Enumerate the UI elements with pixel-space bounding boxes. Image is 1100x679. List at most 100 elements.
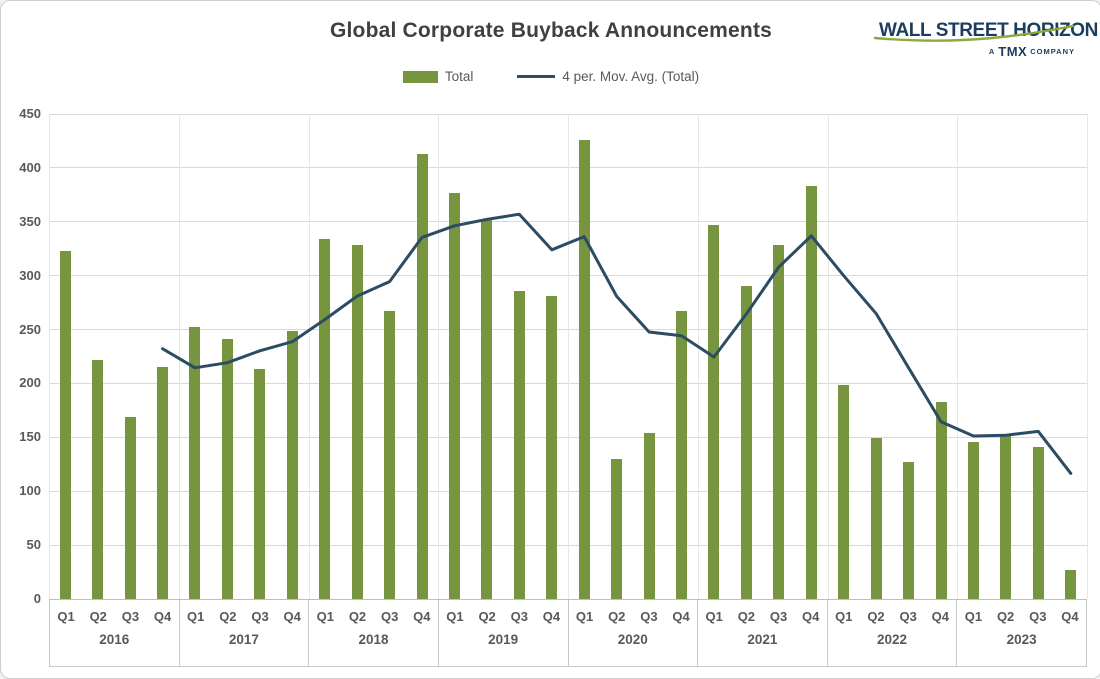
chart-title: Global Corporate Buyback Announcements [329, 19, 773, 42]
x-axis-quarter-label: Q1 [835, 609, 853, 624]
x-axis-quarter-label: Q4 [802, 609, 820, 624]
x-axis-quarter-label: Q4 [1061, 609, 1079, 624]
x-axis-quarter-label: Q2 [608, 609, 626, 624]
y-axis-tick-label: 0 [33, 591, 41, 606]
year-separator-line [568, 114, 569, 599]
logo-text: WALL STREET HORIZON [879, 20, 1098, 41]
x-axis-quarter-label: Q1 [187, 609, 205, 624]
quarter-labels-row: Q1 Q2 Q3 Q4 [698, 609, 827, 624]
bar-q2-2019 [481, 219, 493, 599]
x-axis-quarter-label: Q3 [640, 609, 658, 624]
year-group-2016: Q1 Q2 Q3 Q4 2016 [50, 600, 180, 666]
bar-q3-2019 [513, 290, 525, 599]
legend-total-label: Total [444, 69, 474, 84]
bar-q4-2017 [286, 330, 298, 599]
x-axis-quarter-label: Q2 [348, 609, 367, 624]
quarter-labels-row: Q1 Q2 Q3 Q4 [180, 609, 309, 624]
bar-q2-2021 [740, 286, 752, 599]
legend: Total 4 per. Mov. Avg. (Total) [1, 69, 1100, 84]
bar-q3-2020 [643, 433, 655, 599]
bar-q3-2018 [384, 311, 396, 599]
y-axis-tick-label: 250 [19, 321, 41, 337]
year-group-2018: Q1 Q2 Q3 Q4 2018 [309, 600, 439, 666]
quarter-labels-row: Q1 Q2 Q3 Q4 [828, 609, 957, 624]
y-axis-tick-label: 100 [19, 483, 41, 499]
bar-q1-2016 [59, 250, 71, 599]
year-separator-line [178, 114, 180, 599]
year-group-2017: Q1 Q2 Q3 Q4 2017 [180, 600, 310, 666]
year-separator-line [49, 114, 50, 599]
legend-item-moving-average: 4 per. Mov. Avg. (Total) [517, 69, 699, 84]
x-axis-quarter-label: Q4 [413, 609, 431, 624]
tagline-company: COMPANY [1030, 47, 1075, 56]
bar-q1-2018 [319, 239, 331, 599]
x-axis-year-label: 2016 [99, 632, 130, 647]
x-axis-quarter-label: Q4 [153, 609, 172, 624]
year-separator-line [697, 114, 699, 599]
year-separator-line [1087, 114, 1088, 599]
wall-street-horizon-logo: WALL STREET HORIZON A TMX COMPANY [873, 19, 1098, 59]
bar-q4-2019 [546, 296, 558, 599]
x-axis-quarter-label: Q4 [672, 609, 690, 624]
bar-q2-2020 [611, 458, 623, 599]
x-axis-quarter-label: Q1 [316, 609, 334, 624]
legend-item-total: Total [402, 69, 474, 84]
bar-q4-2016 [157, 367, 169, 599]
y-axis-tick-label: 450 [19, 106, 41, 121]
x-axis-quarter-label: Q3 [121, 609, 140, 624]
x-axis-quarter-label: Q4 [542, 609, 561, 624]
x-axis-quarter-label: Q1 [57, 609, 75, 624]
bar-q3-2017 [254, 369, 266, 599]
x-axis-quarter-label: Q2 [89, 609, 107, 624]
y-axis-tick-label: 400 [19, 159, 41, 175]
bar-q3-2016 [124, 416, 136, 599]
x-axis-year-label: 2018 [358, 632, 389, 647]
bar-q1-2023 [967, 441, 979, 599]
year-group-2022: Q1 Q2 Q3 Q4 2022 [828, 600, 958, 666]
bar-q1-2022 [838, 384, 850, 599]
year-separator-line [827, 114, 829, 599]
year-separator-line [438, 114, 440, 599]
x-axis-quarter-label: Q4 [283, 609, 301, 624]
tmx-company-tagline: A TMX COMPANY [879, 44, 1075, 59]
x-axis-year-label: 2019 [488, 632, 519, 647]
bar-q4-2022 [935, 401, 947, 599]
x-axis-quarter-label: Q2 [737, 609, 756, 624]
tagline-a: A [988, 47, 996, 56]
year-separator-line [308, 114, 310, 599]
bar-q4-2018 [416, 153, 428, 599]
legend-moving-average-label: 4 per. Mov. Avg. (Total) [562, 69, 700, 84]
y-axis-tick-label: 200 [19, 375, 41, 391]
bar-q2-2022 [870, 438, 882, 599]
total-bar-swatch [402, 70, 438, 83]
x-axis-quarter-label: Q1 [964, 609, 983, 624]
x-axis-year-label: 2023 [1006, 632, 1037, 647]
quarter-labels-row: Q1 Q2 Q3 Q4 [50, 609, 179, 624]
bar-q1-2020 [578, 139, 590, 599]
x-axis-quarter-label: Q1 [705, 609, 723, 624]
x-axis-year-label: 2021 [747, 632, 778, 647]
category-axis: Q1 Q2 Q3 Q4 2016 Q1 Q2 Q3 Q4 2017 Q1 Q2 Q3 Q4 2018 Q1 Q2… [49, 599, 1087, 667]
bar-q2-2017 [221, 339, 233, 599]
x-axis-quarter-label: Q3 [769, 609, 788, 624]
x-axis-quarter-label: Q2 [996, 609, 1015, 624]
x-axis-quarter-label: Q3 [899, 609, 917, 624]
x-axis-year-label: 2020 [617, 632, 648, 647]
x-axis-quarter-label: Q3 [510, 609, 528, 624]
year-group-2020: Q1 Q2 Q3 Q4 2020 [569, 600, 699, 666]
year-group-2019: Q1 Q2 Q3 Q4 2019 [439, 600, 569, 666]
bar-q3-2021 [773, 245, 785, 599]
quarter-labels-row: Q1 Q2 Q3 Q4 [569, 609, 698, 624]
quarter-labels-row: Q1 Q2 Q3 Q4 [957, 609, 1086, 624]
x-axis-quarter-label: Q2 [867, 609, 885, 624]
x-axis-year-label: 2022 [877, 632, 908, 647]
y-axis-tick-label: 50 [26, 537, 41, 553]
x-axis-quarter-label: Q3 [380, 609, 399, 624]
x-axis-quarter-label: Q4 [931, 609, 949, 624]
y-axis-tick-label: 350 [19, 213, 41, 229]
tagline-tmx: TMX [998, 44, 1028, 59]
bar-q3-2023 [1032, 447, 1044, 599]
bar-q3-2022 [903, 462, 915, 599]
bar-q2-2016 [92, 359, 104, 599]
bar-q1-2017 [189, 327, 201, 599]
